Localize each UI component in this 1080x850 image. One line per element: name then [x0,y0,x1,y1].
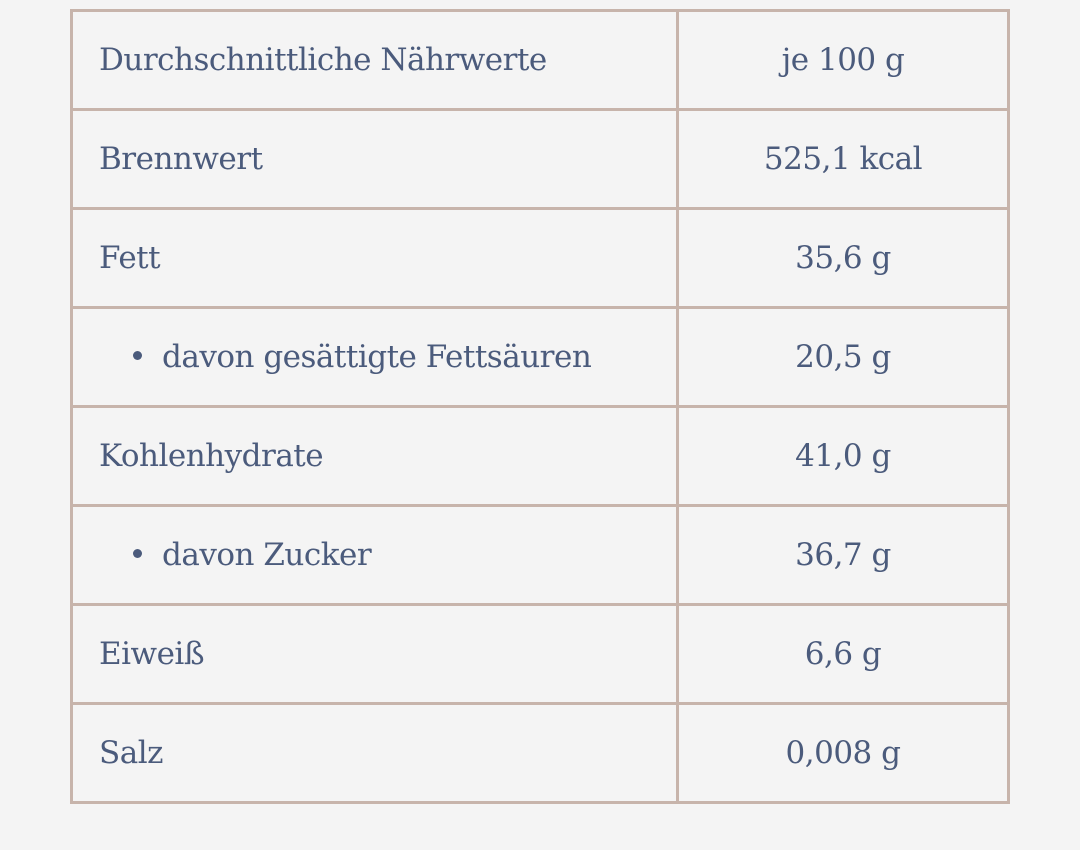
header-label: Durchschnittliche Nährwerte [70,9,679,111]
row-value-text: 41,0 g [795,438,891,474]
row-value: 35,6 g [676,207,1010,309]
row-label-text: Fett [99,240,161,276]
table-row: Fett 35,6 g [70,207,1010,309]
row-value-text: 35,6 g [795,240,891,276]
row-value: 20,5 g [676,306,1010,408]
row-value-text: 6,6 g [804,636,882,672]
bullet-icon [133,351,142,360]
row-label-text: Eiweiß [99,636,205,672]
row-label: Eiweiß [70,603,679,705]
header-value-text: je 100 g [781,42,905,78]
row-label: Salz [70,702,679,804]
row-value-text: 36,7 g [795,537,891,573]
row-label: davon gesättigte Fettsäuren [70,306,679,408]
nutrition-table: Durchschnittliche Nährwerte je 100 g Bre… [70,9,1010,804]
table-row: Salz 0,008 g [70,702,1010,804]
row-label: Brennwert [70,108,679,210]
table-row: Brennwert 525,1 kcal [70,108,1010,210]
row-value-text: 525,1 kcal [763,141,923,177]
row-label-text: Salz [99,735,163,771]
row-value-text: 0,008 g [785,735,901,771]
row-label-text: davon Zucker [162,537,372,573]
row-label: Kohlenhydrate [70,405,679,507]
row-value: 525,1 kcal [676,108,1010,210]
row-label-text: Kohlenhydrate [99,438,324,474]
row-value: 0,008 g [676,702,1010,804]
row-value: 41,0 g [676,405,1010,507]
header-label-text: Durchschnittliche Nährwerte [99,42,547,78]
row-label: davon Zucker [70,504,679,606]
row-value: 36,7 g [676,504,1010,606]
table-row: davon Zucker 36,7 g [70,504,1010,606]
header-value: je 100 g [676,9,1010,111]
row-value: 6,6 g [676,603,1010,705]
table-row: Kohlenhydrate 41,0 g [70,405,1010,507]
table-header-row: Durchschnittliche Nährwerte je 100 g [70,9,1010,111]
table-row: davon gesättigte Fettsäuren 20,5 g [70,306,1010,408]
row-value-text: 20,5 g [795,339,891,375]
row-label-text: davon gesättigte Fettsäuren [162,339,592,375]
row-label: Fett [70,207,679,309]
row-label-text: Brennwert [99,141,263,177]
bullet-icon [133,549,142,558]
table-row: Eiweiß 6,6 g [70,603,1010,705]
